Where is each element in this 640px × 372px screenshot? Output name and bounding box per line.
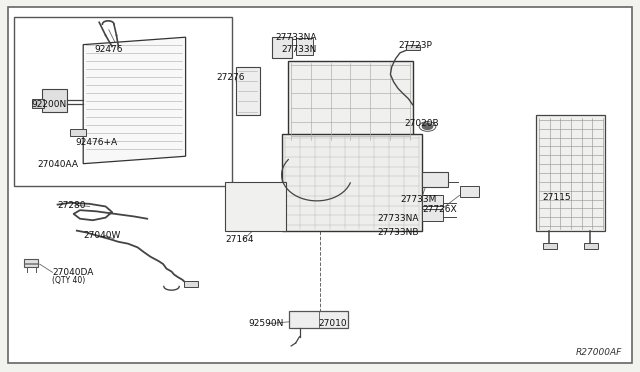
Bar xyxy=(422,195,443,206)
Bar xyxy=(460,186,479,197)
Text: 27733NA: 27733NA xyxy=(275,33,317,42)
Bar xyxy=(42,89,67,112)
Bar xyxy=(70,129,86,136)
Bar xyxy=(288,61,413,141)
Text: 27040DA: 27040DA xyxy=(52,268,94,277)
Bar xyxy=(543,243,557,249)
Text: 27733M: 27733M xyxy=(401,195,437,203)
Text: 27733NB: 27733NB xyxy=(378,228,419,237)
Bar xyxy=(289,311,348,328)
Bar xyxy=(282,134,422,231)
Text: 27020B: 27020B xyxy=(404,119,439,128)
Bar xyxy=(296,38,313,55)
Text: 27040AA: 27040AA xyxy=(37,160,78,169)
Text: 27010: 27010 xyxy=(319,319,348,328)
Bar xyxy=(32,99,44,108)
Text: 27115: 27115 xyxy=(543,193,572,202)
Text: 92200N: 92200N xyxy=(31,100,67,109)
Text: 27276: 27276 xyxy=(216,73,245,81)
Bar xyxy=(14,17,232,186)
Text: 27280: 27280 xyxy=(58,201,86,210)
Bar xyxy=(24,259,38,267)
Bar xyxy=(225,182,286,231)
Bar xyxy=(272,37,292,58)
Text: 27040W: 27040W xyxy=(83,231,120,240)
Circle shape xyxy=(422,124,433,129)
Text: 27164: 27164 xyxy=(225,235,254,244)
Text: R27000AF: R27000AF xyxy=(576,348,622,357)
Text: 27723P: 27723P xyxy=(398,41,432,50)
Text: 27726X: 27726X xyxy=(422,205,457,214)
Bar xyxy=(184,281,198,287)
Bar xyxy=(422,209,443,221)
Text: 27733NA: 27733NA xyxy=(378,214,419,223)
Bar xyxy=(536,115,605,231)
Bar xyxy=(236,67,260,115)
Text: 92476: 92476 xyxy=(95,45,124,54)
Text: 92476+A: 92476+A xyxy=(76,138,118,147)
Bar xyxy=(422,172,448,187)
Text: (QTY 40): (QTY 40) xyxy=(52,276,86,285)
Text: 27733N: 27733N xyxy=(282,45,317,54)
Bar xyxy=(584,243,598,249)
Polygon shape xyxy=(83,37,186,164)
Bar xyxy=(406,45,420,50)
Text: 92590N: 92590N xyxy=(248,319,284,328)
